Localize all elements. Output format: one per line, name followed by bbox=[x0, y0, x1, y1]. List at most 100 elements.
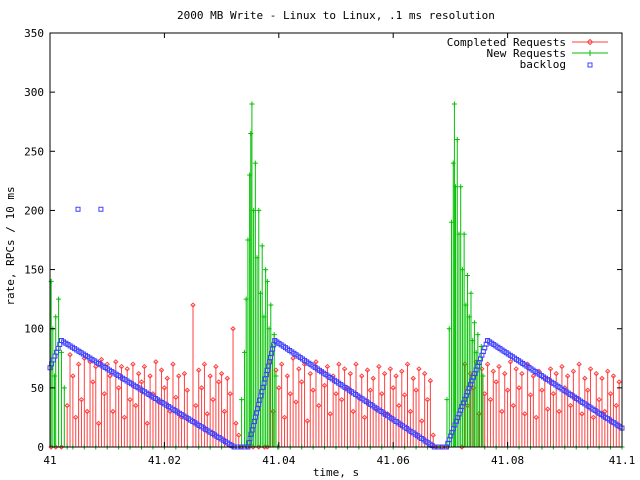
new-requests-point bbox=[468, 290, 474, 296]
completed-requests-point bbox=[347, 370, 354, 377]
completed-requests-point bbox=[110, 408, 116, 415]
completed-requests-point bbox=[539, 387, 545, 393]
legend-marker-new-requests bbox=[587, 50, 593, 56]
new-requests-point bbox=[475, 332, 481, 338]
completed-requests-point bbox=[284, 373, 291, 379]
completed-requests-point bbox=[230, 326, 236, 332]
completed-requests-point bbox=[533, 414, 539, 421]
completed-requests-point bbox=[336, 361, 342, 367]
completed-requests-point bbox=[613, 402, 619, 409]
completed-requests-point bbox=[67, 352, 73, 358]
new-requests-point bbox=[461, 231, 467, 237]
completed-requests-point bbox=[293, 399, 299, 405]
new-requests-point bbox=[247, 172, 253, 178]
y-tick-label: 200 bbox=[24, 204, 44, 217]
completed-requests-point bbox=[190, 302, 196, 308]
completed-requests-point bbox=[58, 444, 65, 450]
completed-requests-point bbox=[64, 402, 70, 409]
completed-requests-point bbox=[298, 379, 305, 385]
y-tick-label: 150 bbox=[24, 264, 44, 277]
completed-requests-point bbox=[587, 366, 594, 372]
completed-requests-point bbox=[559, 363, 565, 370]
new-requests-point bbox=[252, 160, 258, 166]
completed-requests-point bbox=[593, 370, 599, 377]
completed-requests-point bbox=[530, 373, 537, 379]
completed-requests-point bbox=[133, 402, 139, 409]
completed-requests-point bbox=[304, 418, 311, 424]
completed-requests-point bbox=[221, 408, 228, 415]
completed-requests-point bbox=[361, 414, 368, 421]
completed-requests-point bbox=[579, 411, 585, 417]
new-requests-point bbox=[256, 207, 262, 213]
completed-requests-point bbox=[233, 420, 239, 427]
completed-requests-point bbox=[90, 379, 96, 385]
completed-requests-point bbox=[484, 361, 491, 367]
completed-requests-point bbox=[504, 387, 511, 393]
completed-requests-point bbox=[576, 361, 582, 367]
new-requests-point bbox=[56, 296, 62, 302]
new-requests-point bbox=[263, 267, 269, 273]
backlog-point bbox=[98, 206, 104, 212]
completed-requests-point bbox=[175, 373, 182, 379]
completed-requests-point bbox=[227, 391, 233, 397]
new-requests-point bbox=[61, 385, 67, 391]
completed-requests-point bbox=[204, 411, 211, 417]
completed-requests-point bbox=[224, 375, 231, 382]
completed-requests-point bbox=[607, 391, 614, 397]
completed-requests-point bbox=[370, 375, 376, 382]
new-requests-point bbox=[268, 302, 274, 308]
completed-requests-point bbox=[479, 366, 485, 372]
new-requests-point bbox=[458, 184, 464, 190]
completed-requests-point bbox=[387, 366, 394, 372]
completed-requests-point bbox=[101, 391, 108, 397]
new-requests-point bbox=[451, 101, 457, 107]
completed-requests-point bbox=[379, 391, 385, 397]
completed-requests-point bbox=[333, 391, 339, 397]
completed-requests-point bbox=[164, 375, 170, 382]
completed-requests-point bbox=[296, 366, 302, 372]
legend-label-backlog: backlog bbox=[520, 58, 566, 71]
new-requests-point bbox=[264, 278, 270, 284]
completed-requests-point bbox=[327, 411, 333, 417]
completed-requests-point bbox=[84, 408, 90, 415]
completed-requests-point bbox=[487, 396, 494, 403]
new-requests-point bbox=[249, 101, 255, 107]
completed-requests-point bbox=[181, 370, 188, 377]
completed-requests-point bbox=[127, 396, 133, 403]
completed-requests-point bbox=[158, 367, 165, 373]
new-requests-point bbox=[454, 136, 460, 142]
legend-marker-completed-requests bbox=[586, 38, 594, 46]
completed-requests-point bbox=[170, 361, 176, 367]
completed-requests-point bbox=[107, 373, 113, 379]
completed-requests-point bbox=[290, 355, 296, 361]
series-new-requests bbox=[48, 101, 625, 450]
completed-requests-point bbox=[324, 363, 331, 370]
completed-requests-point bbox=[161, 385, 168, 391]
completed-requests-point bbox=[287, 391, 293, 397]
new-requests-point bbox=[444, 397, 450, 403]
new-requests-point bbox=[58, 349, 64, 355]
completed-requests-point bbox=[236, 432, 242, 438]
y-tick-label: 300 bbox=[24, 86, 44, 99]
completed-requests-point bbox=[353, 361, 359, 367]
completed-requests-point bbox=[610, 373, 617, 379]
completed-requests-point bbox=[193, 402, 199, 409]
completed-requests-point bbox=[401, 392, 408, 398]
completed-requests-point bbox=[430, 432, 436, 438]
legend-label-completed-requests: Completed Requests bbox=[447, 36, 566, 49]
x-tick-label: 41.04 bbox=[262, 454, 295, 467]
completed-requests-point bbox=[527, 392, 534, 398]
completed-requests-point bbox=[124, 366, 130, 372]
x-tick-label: 41.08 bbox=[491, 454, 524, 467]
plot-frame bbox=[49, 32, 623, 448]
completed-requests-point bbox=[210, 396, 216, 403]
chart-title: 2000 MB Write - Linux to Linux, .1 ms re… bbox=[177, 9, 495, 22]
new-requests-point bbox=[450, 160, 456, 166]
legend-marker-backlog bbox=[587, 62, 593, 68]
completed-requests-point bbox=[376, 363, 382, 370]
completed-requests-point bbox=[313, 359, 319, 365]
completed-requests-point bbox=[413, 387, 419, 393]
completed-requests-point bbox=[496, 363, 502, 370]
completed-requests-point bbox=[367, 387, 374, 393]
completed-requests-point bbox=[70, 373, 76, 379]
